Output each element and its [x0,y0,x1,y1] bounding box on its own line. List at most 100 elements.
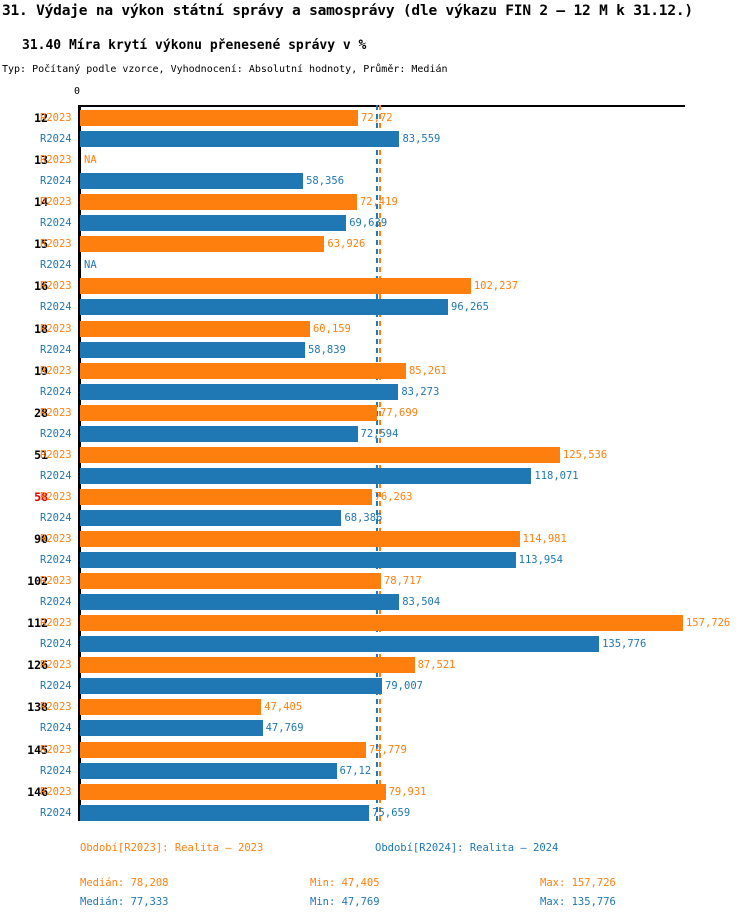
legend-item-r2024: Období[R2024]: Realita – 2024 [375,842,559,854]
bar-r2024-28[interactable] [80,425,358,442]
bar-value-r2024-138: 47,769 [265,722,304,735]
bar-r2023-16[interactable] [80,278,471,295]
bar-r2023-15[interactable] [80,236,325,253]
bar-value-r2023-138: 47,405 [264,701,303,714]
series-label-r2024-12: R2024 [40,133,72,145]
bar-r2023-14[interactable] [80,194,357,211]
bar-r2024-16[interactable] [80,299,449,316]
category-label-16: 16 [34,279,48,294]
series-label-r2024-14: R2024 [40,217,72,230]
bar-r2023-138[interactable] [80,699,262,716]
bar-value-r2024-58: 68,386 [344,511,383,524]
series-label-r2024-15: R2024 [40,259,72,272]
stat-max-r2024: Max: 135,776 [540,896,616,908]
bar-value-r2023-14: 72,419 [359,196,398,209]
category-label-112: 112 [27,616,48,631]
bar-value-r2024-112: 135,776 [602,638,647,651]
bar-value-r2024-126: 79,007 [385,680,423,693]
bar-value-r2024-12: 83,559 [402,133,441,145]
bar-value-r2023-145: 74,779 [368,743,407,756]
series-label-r2024-58: R2024 [40,511,72,524]
bar-r2023-28[interactable] [80,404,378,421]
bar-value-r2023-90: 114,981 [522,533,567,545]
bar-value-r2023-51: 125,536 [562,448,608,461]
bar-r2023-58[interactable] [80,488,372,505]
category-label-58: 58 [34,489,48,504]
stat-max-r2023: Max: 157,726 [540,877,616,889]
bar-r2024-19[interactable] [80,383,399,400]
bar-r2023-102[interactable] [80,573,381,590]
category-label-146: 146 [27,784,48,799]
series-label-r2023-58: R2023 [40,490,72,503]
category-label-51: 51 [34,447,48,462]
bar-r2023-12[interactable] [80,110,358,126]
bar-value-r2024-90: 113,954 [518,554,563,566]
bar-r2024-146[interactable] [80,804,370,821]
series-label-r2023-90: R2023 [40,533,72,545]
bar-na-r2023-13: NA [84,154,97,167]
series-label-r2024-28: R2024 [40,427,72,440]
chart-plot-area: 0 12 R2023 72,72 R2024 83,559 13 R2023 NA R2024 58… [0,84,750,824]
series-label-r2023-112: R2023 [40,617,72,630]
category-label-145: 145 [27,742,48,757]
series-label-r2024-13: R2024 [40,175,72,188]
bar-r2023-90[interactable] [80,531,520,547]
bar-r2023-19[interactable] [80,362,406,379]
category-label-138: 138 [27,700,48,715]
bar-value-r2023-19: 85,261 [408,364,447,377]
bar-value-r2023-102: 78,717 [383,575,422,588]
series-label-r2023-13: R2023 [40,154,72,167]
bar-r2023-112[interactable] [80,615,683,632]
bar-r2023-146[interactable] [80,783,386,800]
bar-value-r2023-58: 76,263 [374,490,413,503]
bar-value-r2023-126: 87,521 [417,659,456,672]
series-label-r2024-138: R2024 [40,722,72,735]
series-label-r2023-145: R2023 [40,743,72,756]
axis-zero-line [78,105,81,821]
bar-r2024-90[interactable] [80,552,516,568]
series-label-r2024-19: R2024 [40,385,72,398]
bar-r2023-126[interactable] [80,657,415,674]
bar-value-r2024-13: 58,356 [306,175,345,188]
bar-r2024-12[interactable] [80,131,400,147]
bar-value-r2024-16: 96,265 [451,301,489,314]
bar-r2024-145[interactable] [80,762,337,779]
bar-r2024-51[interactable] [80,467,532,484]
series-label-r2023-14: R2023 [40,196,72,209]
bar-r2023-18[interactable] [80,320,310,337]
bar-r2024-18[interactable] [80,341,305,358]
bar-value-r2023-16: 102,237 [473,280,519,293]
bar-r2024-112[interactable] [80,636,600,653]
category-label-14: 14 [34,195,48,210]
series-label-r2024-112: R2024 [40,638,72,651]
bar-value-r2024-146: 75,659 [372,806,411,819]
bar-r2023-51[interactable] [80,446,560,463]
bar-r2024-13[interactable] [80,173,304,190]
series-label-r2024-126: R2024 [40,680,72,693]
series-label-r2023-18: R2023 [40,322,72,335]
median-line-2024 [375,105,378,821]
series-label-r2023-28: R2023 [40,406,72,419]
category-label-15: 15 [34,237,48,252]
bar-r2024-102[interactable] [80,594,400,611]
bar-r2024-58[interactable] [80,509,342,526]
category-label-102: 102 [27,574,48,589]
axis-top-line [78,105,685,107]
bar-r2023-145[interactable] [80,741,366,758]
series-label-r2024-145: R2024 [40,764,72,777]
series-label-r2024-18: R2024 [40,343,72,356]
bar-r2024-138[interactable] [80,720,263,737]
bar-r2024-126[interactable] [80,678,383,695]
median-line-2023 [378,105,381,821]
series-label-r2023-138: R2023 [40,701,72,714]
stat-min-r2024: Min: 47,769 [310,896,380,908]
series-label-r2024-51: R2024 [40,469,72,482]
axis-zero-label: 0 [74,86,81,97]
bar-r2024-14[interactable] [80,215,347,232]
bar-value-r2023-28: 77,699 [380,406,418,419]
bar-value-r2024-14: 69,639 [349,217,388,230]
bar-value-r2023-15: 63,926 [327,238,366,251]
category-label-90: 90 [34,532,48,546]
category-label-126: 126 [27,658,48,673]
chart-subtitle: 31.40 Míra krytí výkonu přenesené správy… [22,38,367,53]
